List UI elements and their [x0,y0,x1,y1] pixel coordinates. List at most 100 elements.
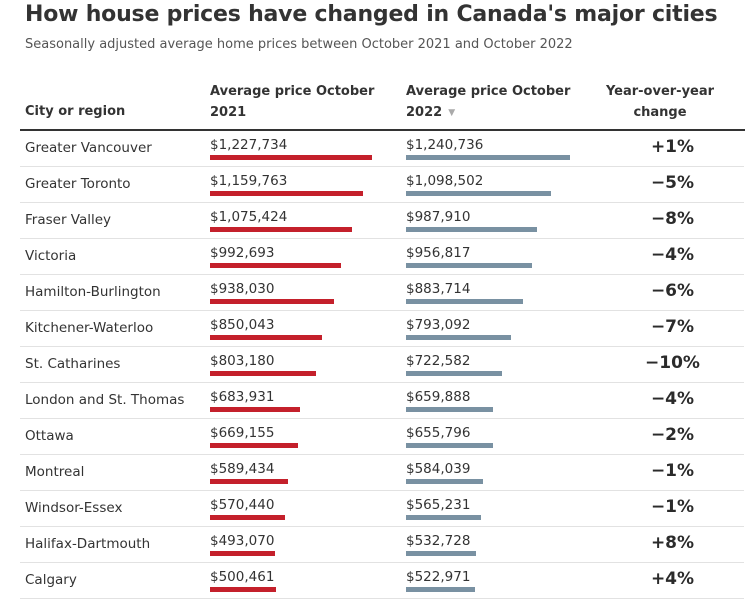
price-2021-label: $493,070 [210,533,275,549]
price-2022-label: $584,039 [406,461,471,477]
price-2021-bar [210,299,334,304]
table-row: Windsor-Essex $570,440 $565,231 −1% [0,491,749,527]
table-row: Fraser Valley $1,075,424 $987,910 −8% [0,203,749,239]
year-over-year-change: −2% [650,425,695,445]
column-header-city: City or region [25,104,126,119]
table-row: Montreal $589,434 $584,039 −1% [0,455,749,491]
chart-subtitle: Seasonally adjusted average home prices … [25,37,573,52]
row-divider [20,238,744,239]
price-2022-bar [406,587,475,592]
sort-descending-icon[interactable]: ▼ [448,108,456,118]
year-over-year-change: −1% [650,497,695,517]
price-2022-bar [406,227,537,232]
city-name: Greater Vancouver [25,140,152,156]
price-2022-bar [406,479,483,484]
price-2022-label: $883,714 [406,281,471,297]
row-divider [20,562,744,563]
row-divider [20,202,744,203]
column-header-price-2022-label: Average price October 2022 [406,84,571,120]
table-row: Greater Vancouver $1,227,734 $1,240,736 +1% [0,131,749,167]
table-row: Ottawa $669,155 $655,796 −2% [0,419,749,455]
city-name: Calgary [25,572,77,588]
price-2021-bar [210,155,372,160]
table-row: London and St. Thomas $683,931 $659,888 −4% [0,383,749,419]
table-body: Greater Vancouver $1,227,734 $1,240,736 +1%… [0,131,749,599]
row-divider [20,382,744,383]
price-2021-label: $683,931 [210,389,275,405]
price-2022-bar [406,515,481,520]
price-2022-bar [406,191,551,196]
price-2022-label: $522,971 [406,569,471,585]
price-2022-bar [406,443,493,448]
table-row: Hamilton-Burlington $938,030 $883,714 −6% [0,275,749,311]
year-over-year-change: −5% [650,173,695,193]
price-2022-label: $956,817 [406,245,471,261]
row-divider [20,490,744,491]
city-name: Windsor-Essex [25,500,123,516]
price-2022-label: $532,728 [406,533,471,549]
price-2021-bar [210,227,352,232]
year-over-year-change: −4% [650,245,695,265]
city-name: Fraser Valley [25,212,112,228]
city-name: Victoria [25,248,77,264]
price-2022-bar [406,335,511,340]
column-header-price-2021[interactable]: Average price October 2021 [210,84,375,120]
price-2022-label: $1,098,502 [406,173,484,189]
price-2021-bar [210,407,300,412]
price-2021-bar [210,551,275,556]
table-row: Kitchener-Waterloo $850,043 $793,092 −7% [0,311,749,347]
price-2022-bar [406,551,476,556]
price-2021-label: $589,434 [210,461,275,477]
column-header-change[interactable]: Year-over-year change [605,84,715,120]
table-row: Victoria $992,693 $956,817 −4% [0,239,749,275]
row-divider [20,346,744,347]
price-2022-bar [406,299,523,304]
price-2022-bar [406,155,570,160]
price-2021-label: $850,043 [210,317,275,333]
column-header-price-2022[interactable]: Average price October 2022 ▼ [406,81,596,125]
city-name: London and St. Thomas [25,392,185,408]
city-name: Montreal [25,464,85,480]
chart-title: How house prices have changed in Canada'… [25,2,718,27]
year-over-year-change: −7% [650,317,695,337]
price-2021-bar [210,371,316,376]
price-2022-label: $659,888 [406,389,471,405]
price-2021-bar [210,263,341,268]
price-2021-bar [210,587,276,592]
year-over-year-change: −4% [650,389,695,409]
table-row: Greater Toronto $1,159,763 $1,098,502 −5% [0,167,749,203]
row-divider [20,166,744,167]
year-over-year-change: +4% [650,569,695,589]
price-2022-label: $565,231 [406,497,471,513]
price-2022-label: $1,240,736 [406,137,484,153]
price-2021-label: $1,159,763 [210,173,288,189]
row-divider [20,526,744,527]
price-2021-label: $803,180 [210,353,275,369]
row-divider [20,454,744,455]
price-2022-bar [406,263,532,268]
price-2021-label: $1,075,424 [210,209,288,225]
price-2021-label: $669,155 [210,425,275,441]
price-2021-label: $570,440 [210,497,275,513]
price-2022-label: $793,092 [406,317,471,333]
city-name: Greater Toronto [25,176,131,192]
table-row: St. Catharines $803,180 $722,582 −10% [0,347,749,383]
price-2021-bar [210,443,298,448]
price-2021-label: $1,227,734 [210,137,288,153]
city-name: Ottawa [25,428,74,444]
year-over-year-change: +1% [650,137,695,157]
row-divider [20,310,744,311]
price-2021-label: $500,461 [210,569,275,585]
year-over-year-change: −8% [650,209,695,229]
city-name: Hamilton-Burlington [25,284,161,300]
year-over-year-change: +8% [650,533,695,553]
price-2021-bar [210,191,363,196]
price-2022-bar [406,371,502,376]
price-2021-bar [210,479,288,484]
table-row: Halifax-Dartmouth $493,070 $532,728 +8% [0,527,749,563]
price-2021-bar [210,335,322,340]
row-divider [20,418,744,419]
row-divider [20,274,744,275]
city-name: Kitchener-Waterloo [25,320,154,336]
price-2021-label: $938,030 [210,281,275,297]
